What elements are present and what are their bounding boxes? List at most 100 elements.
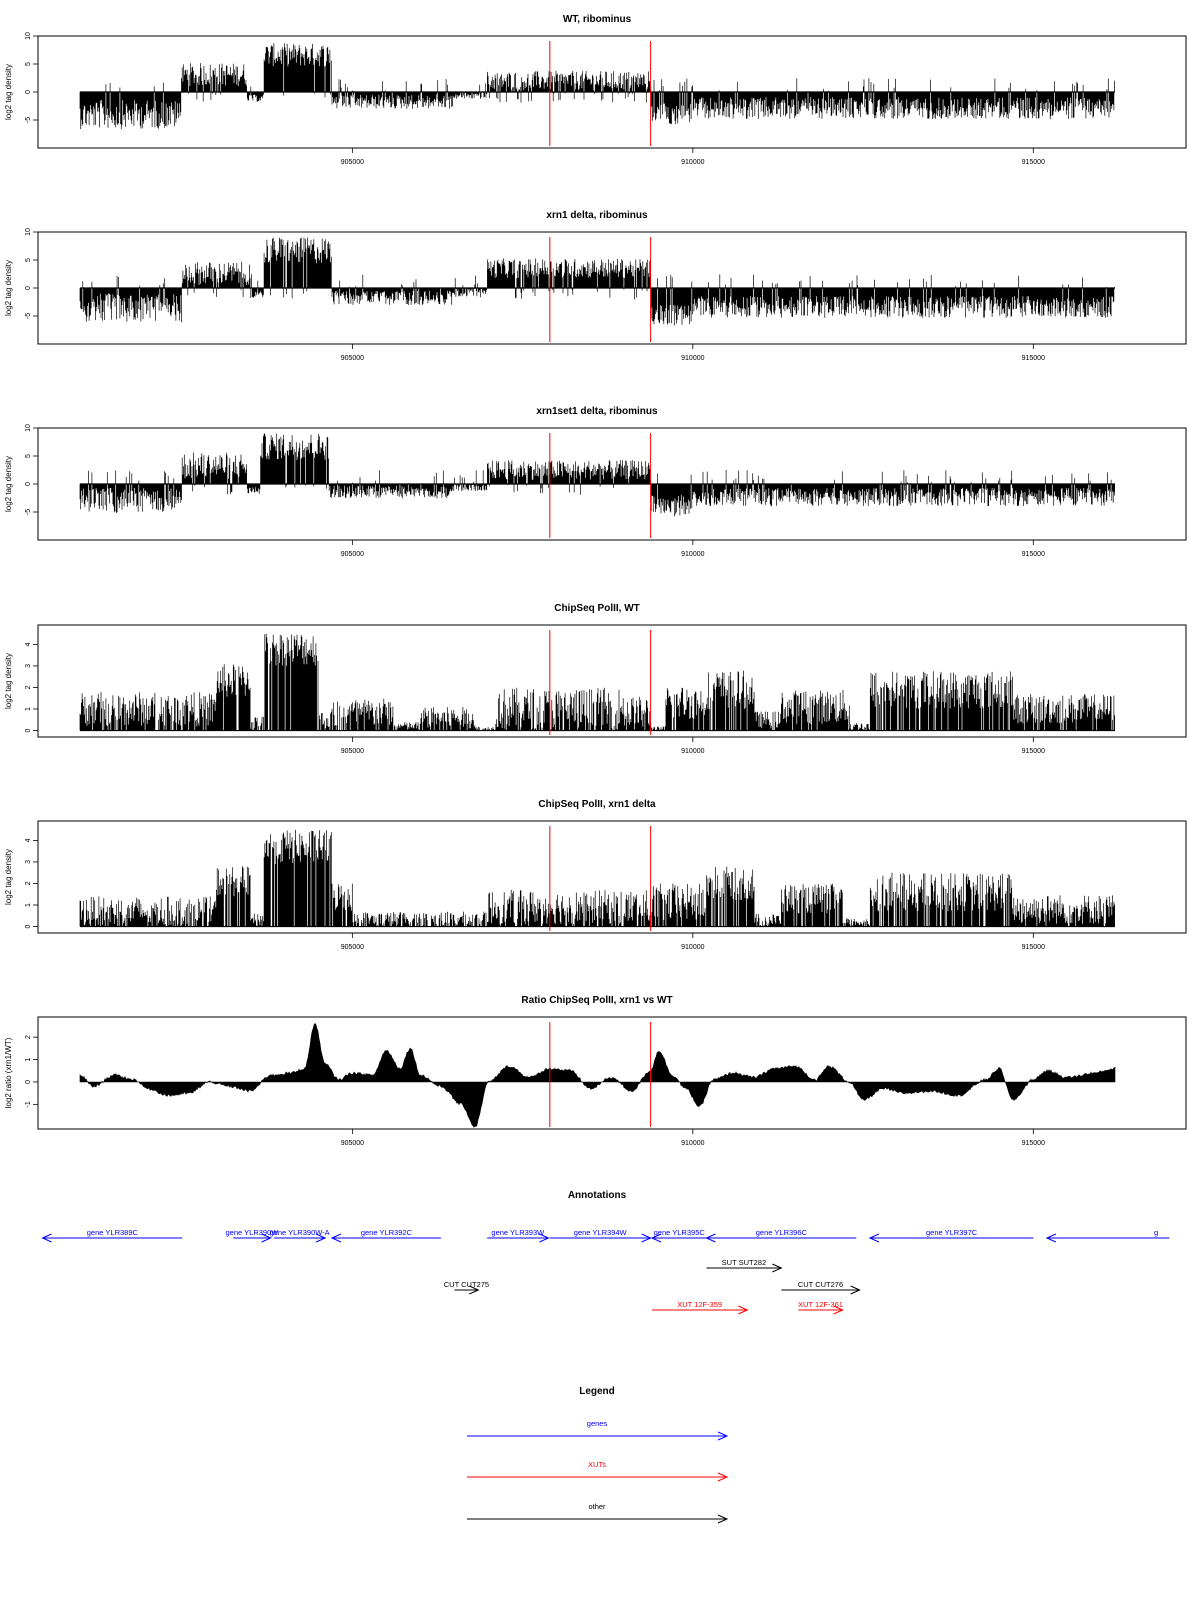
x-tick-label: 910000	[681, 355, 704, 362]
feature-label: gene YLR389C	[87, 1228, 139, 1237]
track-panel-2: xrn1 delta, ribominus -5 0 5 10 log2 tag dens…	[4, 210, 1187, 362]
feature-label: gene YLR390W	[226, 1228, 280, 1237]
y-tick-label: 2	[25, 1035, 32, 1039]
y-tick-label: 0	[25, 286, 32, 290]
y-tick-label: -5	[25, 313, 32, 319]
y-tick-label: 2	[25, 685, 32, 689]
feature-label: gene YLR395C	[654, 1228, 706, 1237]
x-tick-label: 905000	[341, 355, 364, 362]
legend-item-xuts: XUTs	[467, 1460, 729, 1482]
feature-gene-ylr390w: gene YLR390W	[226, 1228, 280, 1243]
plot-frame	[37, 1016, 1187, 1130]
feature-gene-ylr392c: gene YLR392C	[330, 1228, 441, 1243]
feature-gene-ylr397c: gene YLR397C	[868, 1228, 1034, 1243]
y-tick-label: 4	[25, 642, 32, 646]
legend-label: other	[588, 1502, 606, 1511]
feature-xut-12f-361: XUT 12F-361	[798, 1300, 844, 1315]
panel-title: xrn1set1 delta, ribominus	[536, 406, 658, 417]
x-tick-label: 905000	[341, 159, 364, 166]
feature-label: gene YLR396C	[756, 1228, 808, 1237]
feature-label: gene YLR393W	[491, 1228, 545, 1237]
feature-sut-sut282: SUT SUT282	[706, 1258, 783, 1273]
y-tick-label: -5	[25, 117, 32, 123]
y-tick-label: 1	[25, 1058, 32, 1062]
x-tick-label: 915000	[1022, 748, 1045, 755]
y-tick-label: 3	[25, 860, 32, 864]
track-panel-6: Ratio ChipSeq PolII, xrn1 vs WT -1 0 1 2 log2…	[4, 995, 1187, 1147]
feature-label: XUT 12F-359	[677, 1300, 722, 1309]
track-panel-3: xrn1set1 delta, ribominus -5 0 5 10 log2 tag …	[4, 406, 1187, 558]
feature-gene-ylr395c: gene YLR395C	[650, 1228, 707, 1243]
annotations-title: Annotations	[568, 1190, 627, 1201]
x-tick-label: 910000	[681, 551, 704, 558]
y-axis-label: log2 tag density	[4, 456, 13, 512]
ratio-area	[79, 1022, 1116, 1128]
x-tick-label: 910000	[681, 748, 704, 755]
x-tick-label: 905000	[341, 944, 364, 951]
x-tick-label: 910000	[681, 1140, 704, 1147]
y-axis-label: log2 tag density	[4, 849, 13, 905]
y-tick-label: 5	[25, 454, 32, 458]
x-tick-label: 915000	[1022, 1140, 1045, 1147]
feature-label: SUT SUT282	[722, 1258, 766, 1267]
y-tick-label: 10	[25, 424, 32, 432]
y-tick-label: 0	[25, 90, 32, 94]
feature-g: g	[1045, 1228, 1170, 1243]
tag-density-bars	[79, 633, 1115, 731]
track-panel-4: ChipSeq PolII, WT 0 1 2 3 4 log2 tag density 90…	[4, 603, 1187, 755]
y-tick-label: 3	[25, 664, 32, 668]
y-tick-label: 4	[25, 838, 32, 842]
x-tick-label: 915000	[1022, 355, 1045, 362]
feature-gene-ylr390w-a: gene YLR390W-A	[270, 1228, 330, 1243]
y-tick-label: 0	[25, 482, 32, 486]
y-tick-label: 2	[25, 881, 32, 885]
tag-density-bars	[79, 829, 1115, 927]
tag-density-bars	[79, 43, 1115, 129]
feature-label: gene YLR397C	[926, 1228, 978, 1237]
x-tick-label: 915000	[1022, 159, 1045, 166]
feature-gene-ylr394w: gene YLR394W	[549, 1228, 652, 1243]
panel-title: xrn1 delta, ribominus	[546, 210, 648, 221]
track-panel-1: WT, ribominus -5 0 5 10 log2 tag density 90500…	[4, 14, 1187, 166]
signal-track	[79, 633, 1115, 732]
y-axis-label: log2 tag density	[4, 64, 13, 120]
feature-label: CUT CUT275	[444, 1280, 489, 1289]
x-tick-label: 905000	[341, 551, 364, 558]
y-tick-label: 10	[25, 32, 32, 40]
x-tick-label: 905000	[341, 748, 364, 755]
legend-item-other: other	[467, 1502, 729, 1524]
feature-label: CUT CUT276	[798, 1280, 843, 1289]
panel-title: WT, ribominus	[563, 14, 632, 25]
y-axis-label: log2 tag density	[4, 653, 13, 709]
panel-title: Ratio ChipSeq PolII, xrn1 vs WT	[521, 995, 672, 1006]
feature-gene-ylr389c: gene YLR389C	[41, 1228, 183, 1243]
x-tick-label: 910000	[681, 944, 704, 951]
y-tick-label: 0	[25, 728, 32, 732]
track-panel-5: ChipSeq PolII, xrn1 delta 0 1 2 3 4 log2 tag d…	[4, 799, 1187, 951]
signal-track	[79, 433, 1115, 517]
feature-label: gene YLR394W	[574, 1228, 628, 1237]
feature-label: gene YLR392C	[361, 1228, 413, 1237]
legend-label: genes	[587, 1419, 608, 1428]
y-tick-label: 10	[25, 228, 32, 236]
feature-gene-ylr396c: gene YLR396C	[705, 1228, 857, 1243]
signal-track	[79, 1022, 1116, 1128]
y-axis-label: log2 ratio (xrn1/WT)	[4, 1037, 13, 1108]
panel-title: ChipSeq PolII, WT	[554, 603, 640, 614]
x-tick-label: 910000	[681, 159, 704, 166]
y-axis-label: log2 tag density	[4, 260, 13, 316]
y-tick-label: 0	[25, 924, 32, 928]
panel-title: ChipSeq PolII, xrn1 delta	[538, 799, 656, 810]
feature-gene-ylr393w: gene YLR393W	[487, 1228, 550, 1243]
y-tick-label: -5	[25, 509, 32, 515]
legend-item-genes: genes	[467, 1419, 729, 1441]
tag-density-bars	[79, 237, 1115, 326]
y-tick-label: -1	[25, 1101, 32, 1107]
signal-track	[79, 237, 1115, 326]
legend-panel: Legend genes XUTs other	[467, 1386, 729, 1524]
feature-label: g	[1154, 1228, 1158, 1237]
signal-track	[79, 43, 1115, 129]
x-tick-label: 915000	[1022, 551, 1045, 558]
